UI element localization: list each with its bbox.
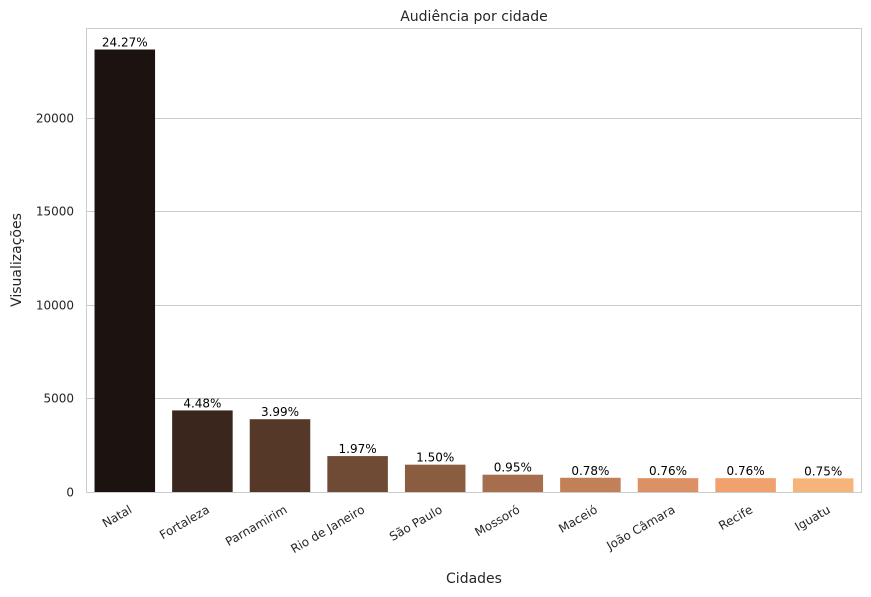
x-tick-label: Mossoró (472, 502, 522, 539)
x-tick-label: São Paulo (387, 502, 445, 543)
y-tick-label: 15000 (36, 205, 74, 219)
y-tick-label: 20000 (36, 112, 74, 126)
bar-data-label: 0.76% (727, 464, 765, 478)
bar-data-label: 0.75% (804, 464, 842, 478)
x-tick-label: Natal (100, 502, 134, 530)
bar (327, 456, 388, 492)
bar (715, 478, 776, 492)
x-tick-label: Recife (716, 502, 755, 532)
bar-data-label: 3.99% (261, 405, 299, 419)
x-tick-label: Iguatu (792, 502, 832, 533)
bar (482, 474, 544, 492)
bar-data-label: 24.27% (102, 36, 148, 50)
bar (637, 478, 699, 492)
bar (94, 49, 156, 493)
bar-data-label: 0.78% (571, 464, 609, 478)
y-tick-label: 5000 (43, 392, 74, 406)
bar-data-label: 1.97% (339, 442, 377, 456)
y-tick-label: 0 (66, 486, 74, 500)
bar-data-label: 1.50% (416, 451, 454, 465)
bar (249, 419, 311, 492)
bars (94, 49, 854, 493)
bar (792, 478, 854, 492)
bar (172, 410, 233, 492)
plot-frame (86, 28, 862, 493)
x-tick-label: Fortaleza (157, 502, 212, 542)
chart-title: Audiência por cidade (400, 9, 548, 25)
bar-data-label: 0.76% (649, 464, 687, 478)
x-tick-label: João Câmara (603, 502, 677, 553)
bar (404, 464, 466, 492)
x-tick-label: Rio de Janeiro (288, 502, 367, 556)
x-axis-label: Cidades (446, 571, 502, 587)
grid-lines (86, 118, 862, 399)
y-axis-label: Visualizações (9, 213, 25, 307)
data-labels: 24.27% 4.48% 3.99% 1.97% 1.50% 0.95% 0.78% 0.76… (102, 36, 842, 479)
y-tick-labels: 0 5000 10000 15000 20000 (36, 112, 74, 500)
x-tick-label: Parnamirim (223, 502, 290, 548)
x-tick-label: Maceió (556, 502, 600, 535)
bar-data-label: 4.48% (183, 396, 221, 410)
bar-data-label: 0.95% (494, 461, 532, 475)
bar (560, 477, 621, 492)
y-tick-label: 10000 (36, 299, 74, 313)
